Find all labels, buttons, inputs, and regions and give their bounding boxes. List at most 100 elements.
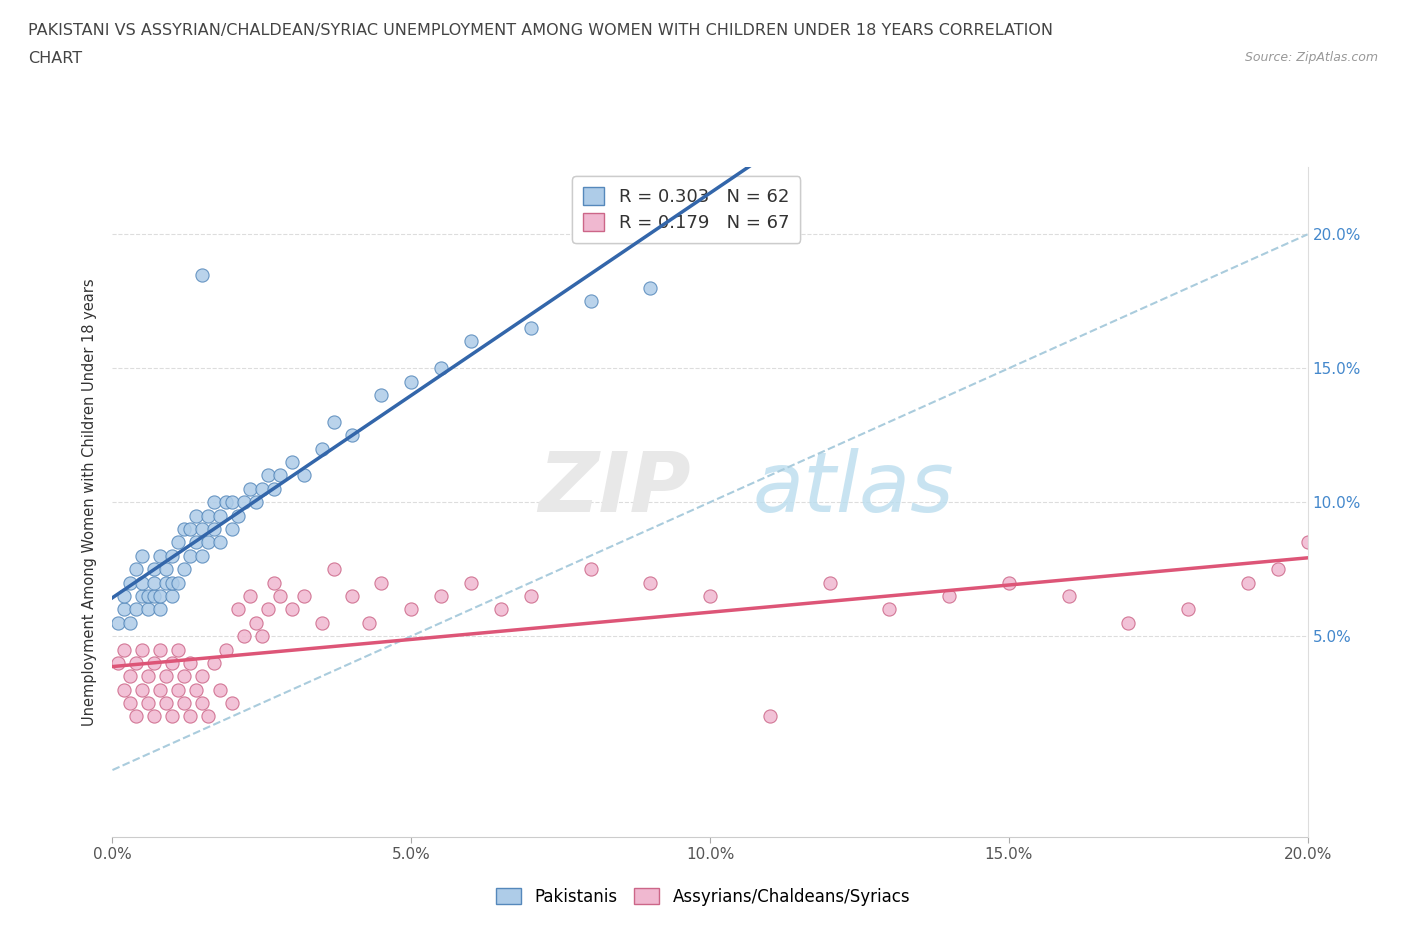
Point xyxy=(149,602,172,617)
Point xyxy=(186,683,208,698)
Point xyxy=(226,508,249,523)
Point xyxy=(269,589,291,604)
Point xyxy=(370,575,392,590)
Point xyxy=(292,468,315,483)
Point xyxy=(1296,535,1319,550)
Point xyxy=(167,642,190,657)
Point xyxy=(202,495,225,510)
Y-axis label: Unemployment Among Women with Children Under 18 years: Unemployment Among Women with Children U… xyxy=(82,278,97,726)
Point xyxy=(520,589,543,604)
Point xyxy=(186,508,208,523)
Point xyxy=(489,602,512,617)
Point xyxy=(579,562,602,577)
Point xyxy=(818,575,841,590)
Point xyxy=(138,602,160,617)
Point xyxy=(143,656,166,671)
Point xyxy=(1237,575,1260,590)
Point xyxy=(143,562,166,577)
Point xyxy=(114,589,135,604)
Point xyxy=(877,602,901,617)
Point xyxy=(162,589,183,604)
Point xyxy=(149,683,172,698)
Point xyxy=(1177,602,1199,617)
Point xyxy=(215,642,238,657)
Point xyxy=(1267,562,1289,577)
Point xyxy=(138,696,160,711)
Point xyxy=(179,549,201,564)
Point xyxy=(292,589,315,604)
Point xyxy=(167,535,190,550)
Point xyxy=(120,696,142,711)
Point xyxy=(155,669,177,684)
Point xyxy=(998,575,1021,590)
Point xyxy=(143,709,166,724)
Point xyxy=(173,696,195,711)
Point xyxy=(208,683,231,698)
Point xyxy=(1118,616,1140,631)
Point xyxy=(191,549,214,564)
Point xyxy=(460,575,482,590)
Point xyxy=(186,535,208,550)
Point xyxy=(232,629,256,644)
Point xyxy=(699,589,721,604)
Text: PAKISTANI VS ASSYRIAN/CHALDEAN/SYRIAC UNEMPLOYMENT AMONG WOMEN WITH CHILDREN UND: PAKISTANI VS ASSYRIAN/CHALDEAN/SYRIAC UN… xyxy=(28,23,1053,38)
Point xyxy=(281,455,304,470)
Point xyxy=(938,589,960,604)
Point xyxy=(149,642,172,657)
Point xyxy=(143,575,166,590)
Point xyxy=(191,696,214,711)
Point xyxy=(311,616,333,631)
Point xyxy=(149,549,172,564)
Point xyxy=(191,669,214,684)
Point xyxy=(107,616,129,631)
Point xyxy=(197,508,219,523)
Text: ZIP: ZIP xyxy=(538,448,690,529)
Point xyxy=(401,602,423,617)
Text: Source: ZipAtlas.com: Source: ZipAtlas.com xyxy=(1244,51,1378,64)
Point xyxy=(370,388,392,403)
Point xyxy=(114,642,135,657)
Text: CHART: CHART xyxy=(28,51,82,66)
Point xyxy=(162,575,183,590)
Point xyxy=(263,482,285,497)
Point xyxy=(173,669,195,684)
Point xyxy=(638,575,662,590)
Point xyxy=(359,616,381,631)
Point xyxy=(138,669,160,684)
Point xyxy=(340,589,363,604)
Point xyxy=(269,468,291,483)
Point xyxy=(179,656,201,671)
Point xyxy=(208,535,231,550)
Point xyxy=(520,321,543,336)
Point xyxy=(239,589,262,604)
Point xyxy=(120,616,142,631)
Point xyxy=(197,535,219,550)
Point xyxy=(107,656,129,671)
Point xyxy=(257,468,280,483)
Point xyxy=(125,602,148,617)
Point xyxy=(245,495,267,510)
Point xyxy=(162,549,183,564)
Point xyxy=(125,709,148,724)
Point xyxy=(167,575,190,590)
Point xyxy=(114,683,135,698)
Point xyxy=(155,562,177,577)
Point xyxy=(322,415,344,430)
Point xyxy=(311,441,333,456)
Point xyxy=(131,549,153,564)
Point xyxy=(460,334,482,349)
Point xyxy=(179,709,201,724)
Point xyxy=(226,602,249,617)
Point xyxy=(173,562,195,577)
Text: atlas: atlas xyxy=(752,448,955,529)
Point xyxy=(263,575,285,590)
Point xyxy=(430,589,453,604)
Point xyxy=(638,281,662,296)
Point xyxy=(340,428,363,443)
Point xyxy=(131,575,153,590)
Point xyxy=(155,575,177,590)
Point xyxy=(167,683,190,698)
Point xyxy=(221,495,243,510)
Point xyxy=(202,522,225,537)
Point xyxy=(221,696,243,711)
